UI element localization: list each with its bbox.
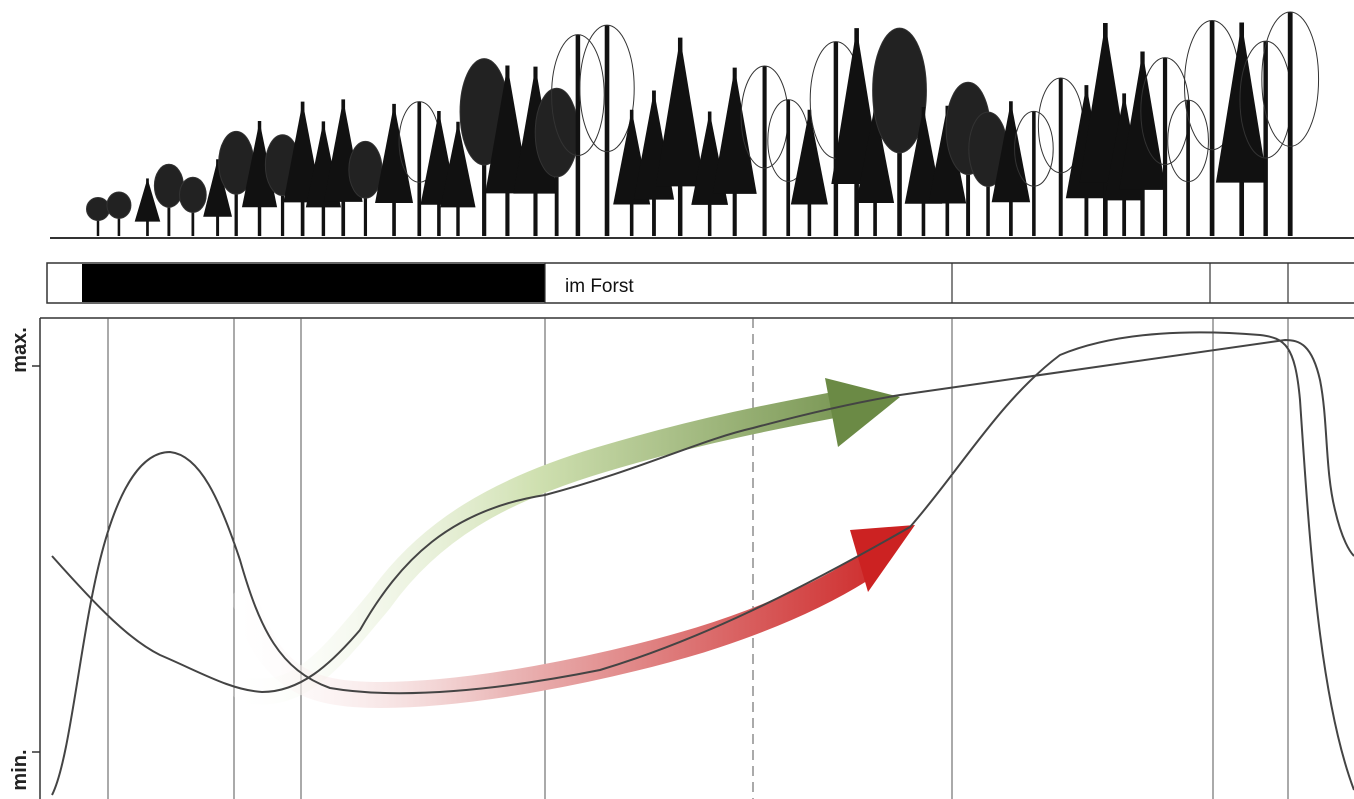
tree-part <box>1014 110 1054 187</box>
green-arrowhead <box>825 378 900 447</box>
tree-part <box>872 27 927 154</box>
tree-part <box>375 103 414 203</box>
tree-part <box>856 103 895 203</box>
tree-part <box>551 34 605 156</box>
tree-part <box>85 196 111 222</box>
band-label: im Forst <box>565 276 634 297</box>
tree-part <box>241 121 278 208</box>
tree-part <box>106 191 132 219</box>
tree-part <box>134 178 161 222</box>
tree-part <box>534 87 579 178</box>
tree-part <box>1215 22 1268 183</box>
tree-part <box>1167 99 1209 183</box>
tree-part <box>348 140 383 199</box>
tree-part <box>179 176 207 214</box>
min-label: min. <box>9 749 31 790</box>
green-arrow <box>232 389 863 705</box>
tree-part <box>579 24 635 153</box>
tree-illustration <box>85 11 1320 236</box>
tree-part <box>1261 11 1320 147</box>
tree-part <box>928 105 967 204</box>
tree-part <box>153 163 184 208</box>
tree-part <box>485 65 530 194</box>
tree-part <box>203 159 232 217</box>
tree-part <box>440 121 476 208</box>
stage-band <box>46 262 1354 304</box>
curve-2 <box>51 331 1354 796</box>
band-dividers <box>544 263 1289 303</box>
tree-part <box>904 106 943 204</box>
curve-1 <box>51 338 1354 694</box>
tree-part <box>991 101 1031 203</box>
tree-part <box>655 37 705 187</box>
tree-part <box>790 109 828 205</box>
tree-part <box>712 67 757 194</box>
stage-bar <box>82 264 545 302</box>
gridlines <box>107 318 1289 799</box>
red-arrow <box>232 557 873 709</box>
tree-part <box>1119 51 1166 190</box>
red-arrowhead <box>850 525 915 592</box>
max-label: max. <box>9 327 31 373</box>
